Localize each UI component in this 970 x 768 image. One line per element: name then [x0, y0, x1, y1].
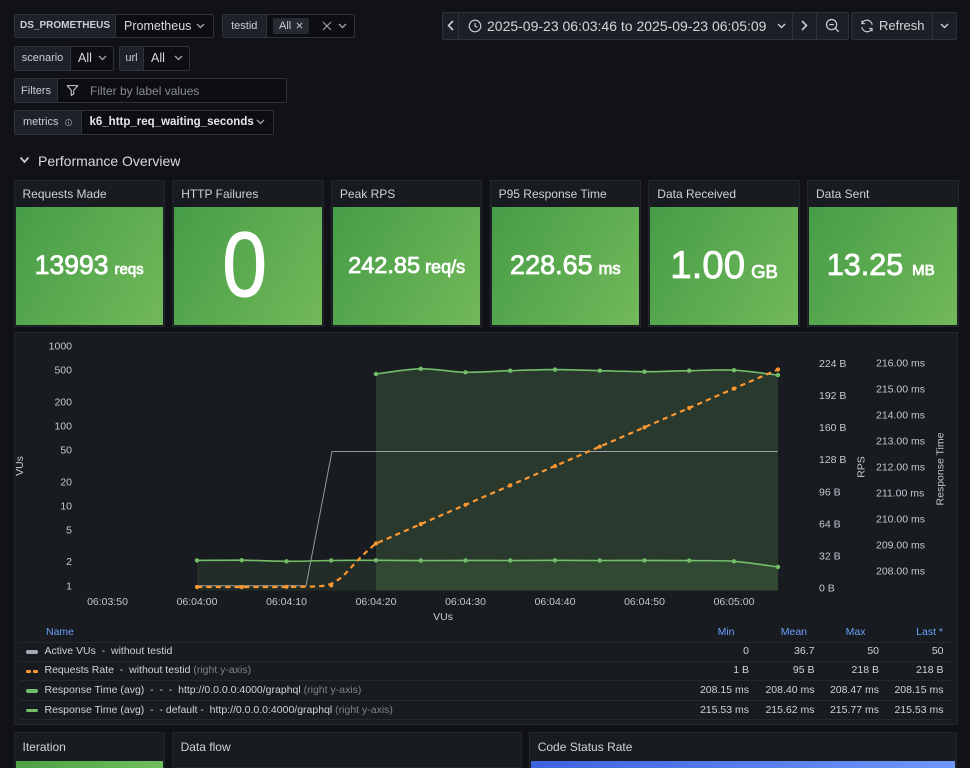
svg-text:200: 200	[54, 397, 72, 409]
svg-text:10: 10	[60, 500, 72, 512]
svg-text:06:04:10: 06:04:10	[266, 596, 307, 608]
svg-text:211.00 ms: 211.00 ms	[876, 487, 924, 499]
svg-text:96 B: 96 B	[819, 486, 841, 498]
svg-text:160 B: 160 B	[819, 422, 846, 434]
svg-text:100: 100	[54, 420, 72, 432]
svg-text:128 B: 128 B	[819, 454, 846, 466]
svg-text:224 B: 224 B	[819, 358, 846, 370]
svg-text:216.00 ms: 216.00 ms	[876, 357, 925, 369]
svg-text:20: 20	[60, 476, 72, 488]
svg-text:VUs: VUs	[14, 456, 26, 476]
svg-text:213.00 ms: 213.00 ms	[876, 435, 925, 447]
svg-text:210.00 ms: 210.00 ms	[876, 513, 925, 525]
svg-text:212.00 ms: 212.00 ms	[876, 461, 925, 473]
svg-text:06:04:00: 06:04:00	[177, 596, 218, 608]
svg-text:209.00 ms: 209.00 ms	[876, 539, 925, 551]
svg-text:64 B: 64 B	[819, 518, 841, 530]
svg-text:500: 500	[54, 365, 72, 377]
svg-text:06:04:50: 06:04:50	[624, 596, 665, 608]
svg-text:06:05:00: 06:05:00	[714, 596, 755, 608]
svg-text:06:04:20: 06:04:20	[356, 596, 397, 608]
svg-text:VUs: VUs	[433, 611, 453, 623]
svg-text:50: 50	[60, 445, 72, 457]
svg-text:208.00 ms: 208.00 ms	[876, 565, 925, 577]
svg-text:214.00 ms: 214.00 ms	[876, 409, 925, 421]
svg-text:32 B: 32 B	[819, 550, 841, 562]
svg-text:5: 5	[66, 525, 72, 537]
svg-text:06:04:30: 06:04:30	[445, 596, 486, 608]
svg-text:RPS: RPS	[856, 456, 868, 478]
svg-text:0 B: 0 B	[819, 583, 835, 595]
svg-text:06:03:50: 06:03:50	[87, 596, 128, 608]
svg-text:1: 1	[66, 580, 72, 592]
svg-text:215.00 ms: 215.00 ms	[876, 383, 925, 395]
svg-text:Response Time: Response Time	[935, 432, 947, 505]
svg-text:1000: 1000	[49, 341, 73, 353]
svg-text:192 B: 192 B	[819, 390, 846, 402]
svg-text:06:04:40: 06:04:40	[535, 596, 576, 608]
svg-text:2: 2	[66, 556, 72, 568]
